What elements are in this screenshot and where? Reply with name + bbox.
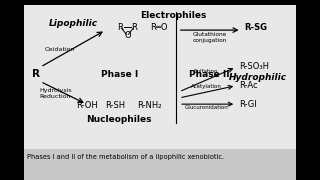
Text: R-SH: R-SH xyxy=(105,101,125,110)
Text: R-OH: R-OH xyxy=(76,101,97,110)
Text: Phase I: Phase I xyxy=(100,70,138,79)
Text: R-SG: R-SG xyxy=(244,22,267,32)
Text: R: R xyxy=(131,22,137,32)
Text: Lipophilic: Lipophilic xyxy=(48,19,98,28)
Text: R-Gl: R-Gl xyxy=(239,100,257,109)
Text: R-NH₂: R-NH₂ xyxy=(137,101,161,110)
Text: Electrophiles: Electrophiles xyxy=(140,11,207,20)
Text: R: R xyxy=(32,69,40,79)
Text: Acetylation: Acetylation xyxy=(191,84,222,89)
Text: R═O: R═O xyxy=(150,22,167,32)
Text: Phases I and II of the metabolism of a lipophilic xenobiotic.: Phases I and II of the metabolism of a l… xyxy=(27,154,224,160)
Text: Phase II: Phase II xyxy=(189,70,229,79)
Text: Sulfation: Sulfation xyxy=(194,69,219,74)
Text: Hydrolysis
Reduction: Hydrolysis Reduction xyxy=(39,88,72,99)
Text: O: O xyxy=(124,31,131,40)
Text: Glutathione
conjugation: Glutathione conjugation xyxy=(192,32,227,42)
Text: Nucleophiles: Nucleophiles xyxy=(86,115,152,124)
Text: Hydrophilic: Hydrophilic xyxy=(229,73,287,82)
Text: R: R xyxy=(118,22,124,32)
Text: Oxidation: Oxidation xyxy=(44,47,75,52)
Text: Glucuronidation: Glucuronidation xyxy=(184,105,228,110)
Text: R-Ac: R-Ac xyxy=(239,81,258,90)
Text: R-SO₃H: R-SO₃H xyxy=(239,62,269,71)
